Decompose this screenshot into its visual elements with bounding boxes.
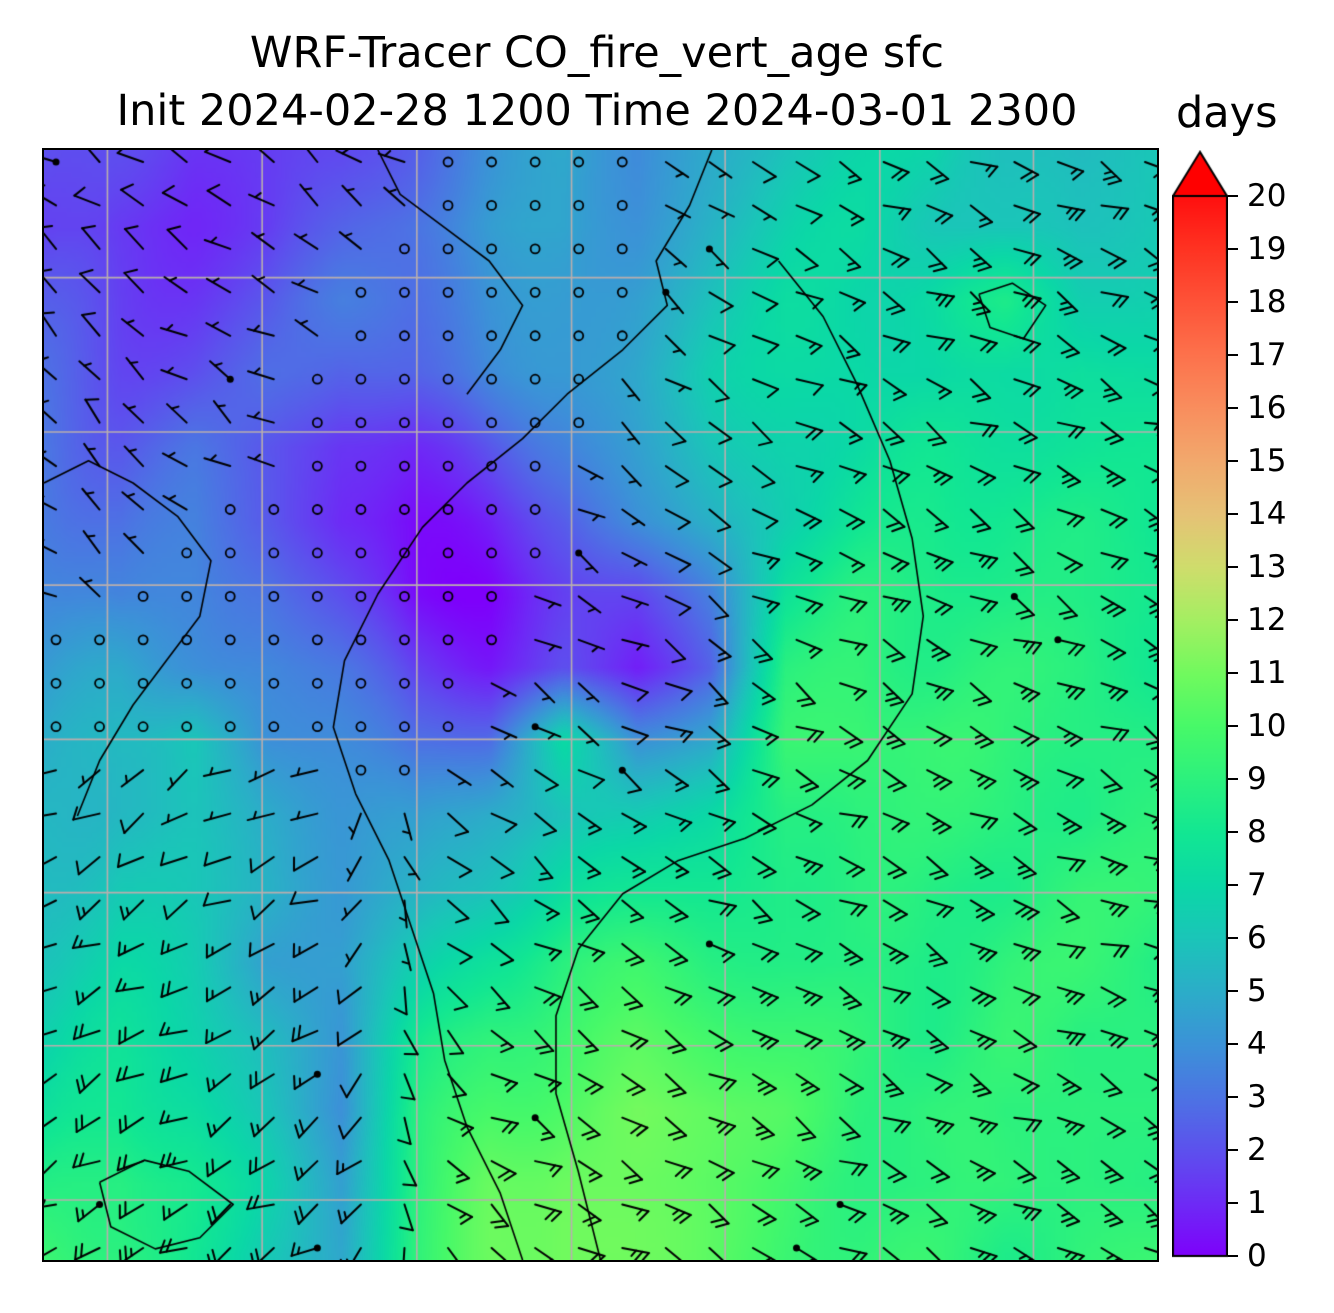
colorbar-tick-label: 6: [1247, 920, 1267, 956]
colorbar: [1172, 150, 1228, 1258]
colorbar-tick-label: 9: [1247, 761, 1267, 797]
colorbar-tick-mark: [1228, 1202, 1238, 1204]
colorbar-tick-mark: [1228, 1096, 1238, 1098]
colorbar-tick-mark: [1228, 301, 1238, 303]
colorbar-tick-label: 11: [1247, 655, 1287, 691]
colorbar-tick-mark: [1228, 778, 1238, 780]
colorbar-tick-label: 17: [1247, 337, 1287, 373]
colorbar-tick-label: 1: [1247, 1185, 1267, 1221]
colorbar-tick-label: 14: [1247, 496, 1287, 532]
colorbar-tick-label: 18: [1247, 284, 1287, 320]
colorbar-tick-label: 8: [1247, 814, 1267, 850]
colorbar-tick-mark: [1228, 831, 1238, 833]
colorbar-tick-mark: [1228, 884, 1238, 886]
colorbar-tick-mark: [1228, 619, 1238, 621]
plot-title: WRF-Tracer CO_fire_vert_age sfc: [249, 28, 945, 78]
colorbar-tick-label: 3: [1247, 1079, 1267, 1115]
colorbar-tick-label: 2: [1247, 1132, 1267, 1168]
colorbar-tick-mark: [1228, 937, 1238, 939]
colorbar-units-label: days: [1176, 88, 1278, 138]
colorbar-tick-label: 7: [1247, 867, 1267, 903]
colorbar-tick-mark: [1228, 1255, 1238, 1257]
colorbar-tick-mark: [1228, 460, 1238, 462]
colorbar-tick-label: 13: [1247, 549, 1287, 585]
plot-subtitle: Init 2024-02-28 1200 Time 2024-03-01 230…: [116, 86, 1078, 136]
colorbar-tick-mark: [1228, 725, 1238, 727]
colorbar-tick-mark: [1228, 990, 1238, 992]
colorbar-tick-label: 19: [1247, 231, 1287, 267]
colorbar-tick-label: 4: [1247, 1026, 1267, 1062]
colorbar-tick-mark: [1228, 407, 1238, 409]
colorbar-tick-mark: [1228, 672, 1238, 674]
map-canvas: [42, 148, 1159, 1262]
colorbar-tick-label: 20: [1247, 178, 1287, 214]
colorbar-tick-mark: [1228, 566, 1238, 568]
colorbar-tick-mark: [1228, 354, 1238, 356]
colorbar-tick-label: 0: [1247, 1238, 1267, 1274]
colorbar-tick-mark: [1228, 1043, 1238, 1045]
colorbar-tick-mark: [1228, 195, 1238, 197]
colorbar-tick-label: 5: [1247, 973, 1267, 1009]
colorbar-tick-label: 12: [1247, 602, 1287, 638]
colorbar-tick-label: 15: [1247, 443, 1287, 479]
colorbar-tick-mark: [1228, 513, 1238, 515]
colorbar-tick-label: 16: [1247, 390, 1287, 426]
colorbar-tick-mark: [1228, 1149, 1238, 1151]
colorbar-tick-mark: [1228, 248, 1238, 250]
colorbar-tick-label: 10: [1247, 708, 1287, 744]
